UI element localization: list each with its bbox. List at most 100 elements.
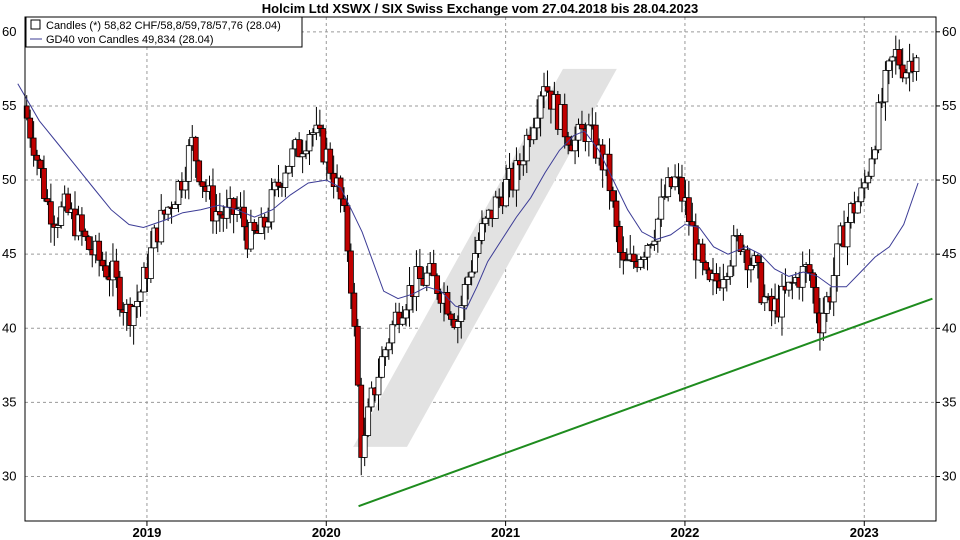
candle-body bbox=[561, 104, 568, 138]
candle-body bbox=[679, 177, 685, 202]
candle-body bbox=[34, 154, 40, 161]
candle-body bbox=[320, 128, 327, 163]
candle-body bbox=[54, 225, 61, 228]
candle-body bbox=[744, 249, 751, 271]
candle-body bbox=[99, 259, 106, 267]
candle-body bbox=[513, 160, 520, 191]
candle-body bbox=[889, 56, 896, 62]
candle-body bbox=[141, 266, 147, 293]
plot-border bbox=[24, 16, 937, 522]
candle-body bbox=[430, 263, 437, 277]
candle-body bbox=[47, 201, 54, 225]
candle-body bbox=[103, 265, 109, 278]
candle-body bbox=[444, 292, 451, 315]
candle-body bbox=[727, 265, 734, 278]
candle-body bbox=[654, 218, 661, 242]
candle-body bbox=[351, 292, 358, 327]
candle-body bbox=[720, 279, 727, 289]
candle-body bbox=[872, 149, 878, 160]
candle-body bbox=[275, 181, 282, 187]
candle-body bbox=[572, 139, 578, 152]
candle-body bbox=[779, 285, 785, 318]
candle-body bbox=[468, 271, 475, 278]
candle-body bbox=[610, 190, 616, 202]
candle-body bbox=[265, 221, 272, 228]
candle-body bbox=[861, 182, 868, 189]
candle-body bbox=[458, 305, 465, 322]
candle-body bbox=[65, 193, 72, 213]
candle-body bbox=[523, 134, 530, 162]
candle-body bbox=[172, 204, 178, 209]
candle-body bbox=[423, 272, 430, 286]
candle-body bbox=[299, 153, 306, 158]
candle-body bbox=[285, 165, 292, 174]
x-tick-label: 2019 bbox=[132, 525, 161, 540]
candle-body bbox=[165, 206, 172, 215]
x-tick-label: 2022 bbox=[670, 525, 699, 540]
candle-body bbox=[799, 265, 806, 288]
candle-body bbox=[692, 225, 699, 261]
candle-body bbox=[361, 435, 368, 458]
candle-body bbox=[85, 236, 92, 250]
x-tick-label: 2020 bbox=[312, 525, 341, 540]
candle-body bbox=[810, 272, 816, 288]
y-tick-label-left: 30 bbox=[2, 469, 16, 484]
candle-body bbox=[27, 117, 34, 139]
candle-body bbox=[858, 187, 865, 203]
candle-body bbox=[737, 235, 744, 253]
candle-body bbox=[116, 276, 123, 311]
candle-body bbox=[865, 175, 872, 184]
y-tick-label-left: 40 bbox=[2, 320, 16, 335]
candle-body bbox=[875, 102, 882, 151]
y-tick-label-left: 45 bbox=[2, 246, 16, 261]
candle-body bbox=[658, 196, 665, 220]
candle-body bbox=[844, 222, 851, 248]
candle-body bbox=[82, 230, 89, 238]
candle-body bbox=[482, 217, 489, 225]
y-tick-label-left: 60 bbox=[2, 24, 16, 39]
candle-body bbox=[137, 291, 144, 302]
candle-body bbox=[903, 72, 910, 79]
candle-body bbox=[192, 136, 199, 162]
candle-body bbox=[530, 127, 537, 141]
candle-body bbox=[303, 150, 309, 155]
y-tick-label-left: 50 bbox=[2, 172, 16, 187]
candle-body bbox=[823, 296, 830, 314]
y-tick-label-left: 55 bbox=[2, 98, 16, 113]
candle-body bbox=[630, 253, 637, 263]
candle-body bbox=[382, 349, 389, 358]
candle-body bbox=[913, 57, 920, 72]
candle-body bbox=[820, 312, 827, 334]
candle-body bbox=[210, 185, 216, 222]
candle-body bbox=[879, 101, 885, 104]
candle-body bbox=[327, 148, 334, 174]
candle-body bbox=[806, 264, 813, 274]
x-tick-label: 2023 bbox=[850, 525, 879, 540]
candle-body bbox=[648, 244, 654, 246]
candle-body bbox=[96, 240, 103, 261]
support-trend-line bbox=[358, 297, 933, 508]
legend: Candles (*) 58,82 CHF/58,8/59,78/57,76 (… bbox=[25, 16, 303, 48]
candle-body bbox=[472, 253, 478, 273]
candle-body bbox=[785, 281, 792, 291]
candle-body bbox=[58, 206, 65, 226]
candles-layer bbox=[23, 35, 920, 476]
candle-body bbox=[385, 342, 392, 351]
candle-body bbox=[616, 226, 623, 253]
candle-body bbox=[113, 260, 120, 278]
candle-body bbox=[216, 211, 223, 216]
candle-body bbox=[230, 198, 237, 215]
candle-body bbox=[834, 243, 841, 276]
candle-body bbox=[503, 179, 509, 207]
candle-body bbox=[868, 158, 875, 177]
chart-title: Holcim Ltd XSWX / SIX Swiss Exchange vom… bbox=[261, 1, 699, 16]
y-tick-label-right: 30 bbox=[942, 469, 956, 484]
candle-body bbox=[241, 206, 247, 228]
candle-body bbox=[644, 244, 651, 258]
candle-body bbox=[882, 70, 889, 103]
candle-body bbox=[182, 180, 189, 191]
candle-body bbox=[399, 317, 406, 325]
candle-body bbox=[475, 240, 482, 254]
candle-body bbox=[641, 256, 647, 260]
candle-body bbox=[885, 60, 892, 71]
